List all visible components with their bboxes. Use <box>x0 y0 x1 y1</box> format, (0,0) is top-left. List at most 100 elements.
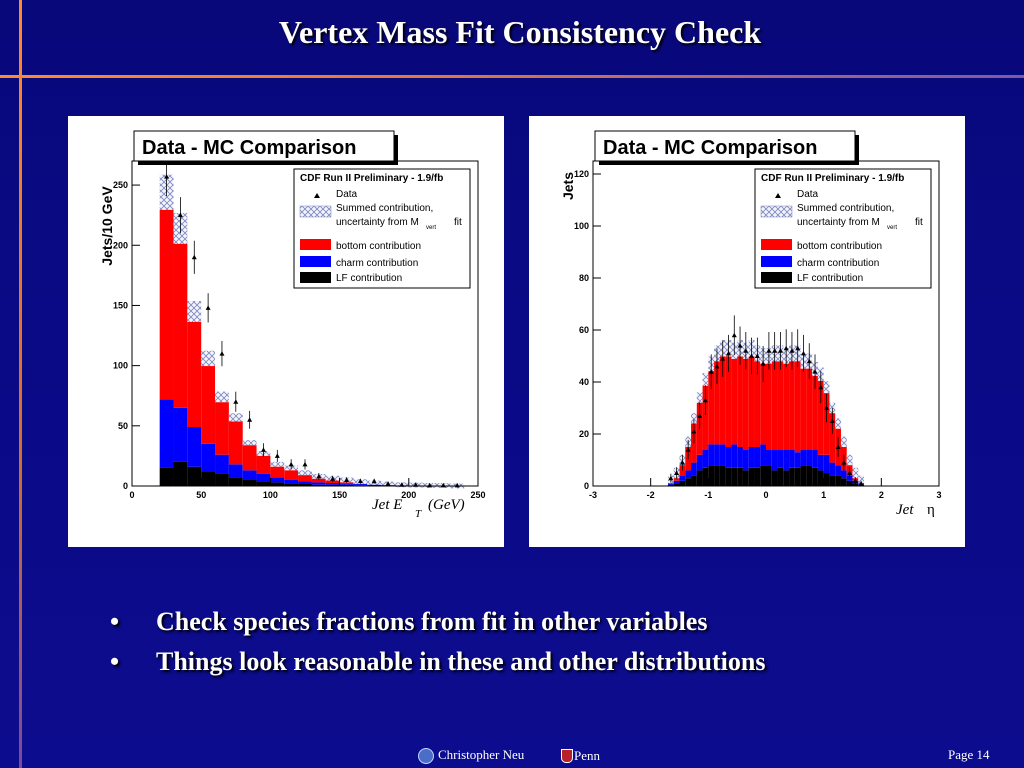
legend-entry: bottom contribution <box>797 241 882 252</box>
uncertainty-band <box>852 467 859 479</box>
legend-entry: Data <box>336 189 358 200</box>
charm-bar <box>667 483 674 485</box>
charm-bar <box>783 449 790 471</box>
x-tick-label: 250 <box>470 490 485 500</box>
bottom-bar <box>298 475 312 482</box>
lf-bar <box>766 465 772 486</box>
charm-bar <box>794 452 801 468</box>
slide-title: Vertex Mass Fit Consistency Check <box>278 14 762 50</box>
legend-entry: bottom contribution <box>336 241 421 252</box>
y-tick-label: 200 <box>113 240 128 250</box>
charm-bar <box>159 399 174 468</box>
legend-entry: fit <box>915 217 923 228</box>
lf-bar <box>215 473 229 486</box>
lf-bar <box>339 484 354 486</box>
data-point <box>800 350 806 356</box>
legend-data-marker <box>314 193 320 198</box>
data-point <box>812 369 818 374</box>
bullet-dot: • <box>110 607 120 636</box>
bullet-item: • Check species fractions from fit in oth… <box>110 602 765 642</box>
legend-entry: uncertainty from M <box>336 217 419 228</box>
y-tick-label: 40 <box>579 377 589 387</box>
charm-bar <box>800 449 807 466</box>
data-point <box>766 348 772 353</box>
footer-author: Christopher Neu <box>438 747 525 762</box>
lf-bar <box>702 467 709 486</box>
data-point <box>835 444 841 449</box>
charm-bar <box>201 443 216 472</box>
legend-entry: Data <box>797 189 819 200</box>
lf-bar <box>187 466 202 486</box>
bottom-bar <box>823 393 830 455</box>
data-point <box>852 478 858 483</box>
bottom-bar <box>325 480 340 483</box>
x-axis-label-sub: T <box>415 508 422 520</box>
bottom-bar <box>339 482 354 484</box>
data-point <box>806 358 812 364</box>
uncertainty-band <box>846 454 853 466</box>
lf-bar <box>298 483 312 486</box>
bottom-bar <box>719 356 726 445</box>
legend-entry: uncertainty from M <box>797 217 880 228</box>
lf-bar <box>725 467 732 486</box>
legend-charm-swatch <box>300 256 331 267</box>
charm-bar <box>754 447 761 468</box>
legend-summed-swatch <box>299 205 332 218</box>
lf-bar <box>242 479 257 486</box>
y-tick-label: 120 <box>574 169 589 179</box>
legend-entry: LF contribution <box>336 273 402 284</box>
footer-institution: Penn <box>574 748 600 763</box>
data-point <box>702 397 708 403</box>
data-point <box>772 348 778 353</box>
lf-bar <box>691 475 697 486</box>
lf-bar <box>696 470 703 486</box>
legend-lf-swatch <box>761 272 792 283</box>
data-point <box>777 348 783 353</box>
charm-bar <box>215 454 229 474</box>
charm-bar <box>696 454 703 471</box>
data-point <box>731 332 737 338</box>
bottom-bar <box>806 368 813 450</box>
data-point <box>288 461 294 467</box>
uncertainty-band <box>242 440 257 446</box>
y-tick-label: 0 <box>584 481 589 491</box>
bottom-bar <box>228 421 243 465</box>
uncertainty-band <box>823 381 830 394</box>
legend-entry: charm contribution <box>797 258 879 269</box>
charm-bar <box>708 444 715 466</box>
data-point <box>841 460 847 465</box>
chart-subtitle: CDF Run II Preliminary - 1.9/fb <box>300 173 443 184</box>
bullet-text: Check species fractions from fit in othe… <box>156 607 708 636</box>
bottom-bar <box>284 470 299 480</box>
charm-bar <box>719 444 726 466</box>
y-tick-label: 100 <box>113 361 128 371</box>
bottom-bar <box>714 361 720 445</box>
bottom-bar <box>702 385 709 450</box>
charm-bar <box>270 477 285 483</box>
lf-bar <box>783 470 790 486</box>
bottom-bar <box>760 363 766 445</box>
lf-bar <box>760 465 766 486</box>
bottom-bar <box>215 402 229 455</box>
data-point <box>247 417 253 422</box>
x-tick-label: 2 <box>879 490 884 500</box>
uncertainty-band <box>228 413 243 422</box>
charm-bar <box>353 484 368 486</box>
chart-subtitle: CDF Run II Preliminary - 1.9/fb <box>761 173 904 184</box>
charm-bar <box>806 449 813 466</box>
data-point <box>789 348 795 353</box>
lf-bar <box>806 465 813 486</box>
data-point <box>668 475 674 481</box>
x-tick-label: 1 <box>821 490 826 500</box>
legend-entry: charm contribution <box>336 258 418 269</box>
legend-bottom-swatch <box>761 239 792 250</box>
x-tick-label: 200 <box>401 490 416 500</box>
y-tick-label: 150 <box>113 300 128 310</box>
uncertainty-band <box>215 391 229 403</box>
charm-bar <box>367 484 382 486</box>
charm-bar <box>339 483 354 485</box>
bottom-bar <box>783 363 790 450</box>
data-point <box>697 413 703 418</box>
title-box <box>133 130 395 162</box>
